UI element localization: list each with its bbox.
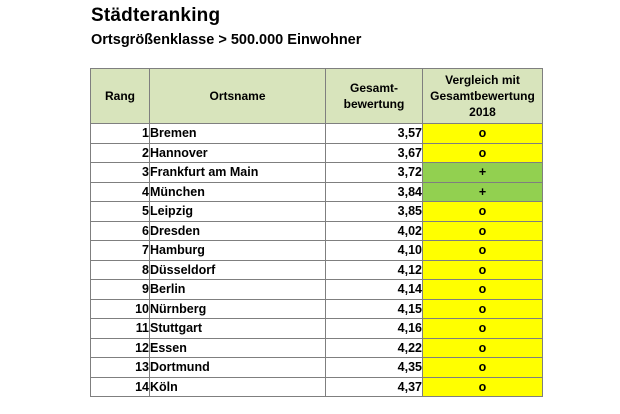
comparison-cell: o xyxy=(422,298,543,319)
rating-cell: 3,67 xyxy=(325,142,423,163)
rating-cell: 4,02 xyxy=(325,220,423,241)
rank-cell: 1 xyxy=(90,123,150,144)
city-name-cell: Hannover xyxy=(149,142,326,163)
page-title: Städteranking xyxy=(91,5,221,26)
rank-cell: 11 xyxy=(90,318,150,339)
rating-cell: 3,84 xyxy=(325,181,423,202)
city-name-cell: Leipzig xyxy=(149,201,326,222)
comparison-cell: + xyxy=(422,162,543,183)
table-row: 7 Hamburg 4,10 o xyxy=(90,240,543,261)
rating-cell: 4,14 xyxy=(325,279,423,300)
rating-cell: 4,15 xyxy=(325,298,423,319)
rating-cell: 3,85 xyxy=(325,201,423,222)
table-row: 9 Berlin 4,14 o xyxy=(90,279,543,300)
city-name-cell: Köln xyxy=(149,376,326,397)
city-name-cell: Dresden xyxy=(149,220,326,241)
header-gesamtbewertung: Gesamt- bewertung xyxy=(325,68,423,124)
city-name-cell: Essen xyxy=(149,337,326,358)
comparison-cell: o xyxy=(422,220,543,241)
rating-cell: 4,10 xyxy=(325,240,423,261)
header-gesamt-line2: bewertung xyxy=(343,97,405,111)
comparison-cell: o xyxy=(422,240,543,261)
rating-cell: 4,35 xyxy=(325,357,423,378)
table-row: 1 Bremen 3,57 o xyxy=(90,123,543,144)
table-row: 5 Leipzig 3,85 o xyxy=(90,201,543,222)
city-name-cell: Berlin xyxy=(149,279,326,300)
rank-cell: 14 xyxy=(90,376,150,397)
rank-cell: 12 xyxy=(90,337,150,358)
table-row: 12 Essen 4,22 o xyxy=(90,337,543,358)
rank-cell: 13 xyxy=(90,357,150,378)
rank-cell: 9 xyxy=(90,279,150,300)
page-subtitle: Ortsgrößenklasse > 500.000 Einwohner xyxy=(91,32,362,48)
table-row: 11 Stuttgart 4,16 o xyxy=(90,318,543,339)
rating-cell: 4,37 xyxy=(325,376,423,397)
city-name-cell: Hamburg xyxy=(149,240,326,261)
rank-cell: 3 xyxy=(90,162,150,183)
city-name-cell: Dortmund xyxy=(149,357,326,378)
rank-cell: 5 xyxy=(90,201,150,222)
city-name-cell: Düsseldorf xyxy=(149,259,326,280)
table-row: 8 Düsseldorf 4,12 o xyxy=(90,259,543,280)
comparison-cell: o xyxy=(422,318,543,339)
header-ortsname: Ortsname xyxy=(149,68,326,124)
rating-cell: 4,16 xyxy=(325,318,423,339)
table-row: 13 Dortmund 4,35 o xyxy=(90,357,543,378)
comparison-cell: + xyxy=(422,181,543,202)
comparison-cell: o xyxy=(422,279,543,300)
rank-cell: 4 xyxy=(90,181,150,202)
header-vergleich-line1: Vergleich mit xyxy=(445,73,520,87)
comparison-cell: o xyxy=(422,142,543,163)
header-vergleich: Vergleich mit Gesamtbewertung 2018 xyxy=(422,68,543,124)
header-gesamt-line1: Gesamt- xyxy=(349,81,399,95)
comparison-cell: o xyxy=(422,357,543,378)
table-header: Rang Ortsname Gesamt- bewertung Vergleic… xyxy=(90,68,543,124)
rank-cell: 2 xyxy=(90,142,150,163)
ranking-table: Rang Ortsname Gesamt- bewertung Vergleic… xyxy=(90,68,543,397)
rank-cell: 8 xyxy=(90,259,150,280)
rating-cell: 3,57 xyxy=(325,123,423,144)
table-row: 3 Frankfurt am Main 3,72 + xyxy=(90,162,543,183)
table-row: 2 Hannover 3,67 o xyxy=(90,142,543,163)
table-row: 6 Dresden 4,02 o xyxy=(90,220,543,241)
city-name-cell: Frankfurt am Main xyxy=(149,162,326,183)
header-row: Rang Ortsname Gesamt- bewertung Vergleic… xyxy=(90,68,543,124)
city-name-cell: Stuttgart xyxy=(149,318,326,339)
table-body: 1 Bremen 3,57 o 2 Hannover 3,67 o 3 Frankfurt am … xyxy=(90,123,543,397)
rating-cell: 4,12 xyxy=(325,259,423,280)
comparison-cell: o xyxy=(422,123,543,144)
comparison-cell: o xyxy=(422,259,543,280)
table-row: 14 Köln 4,37 o xyxy=(90,376,543,397)
header-rang: Rang xyxy=(90,68,150,124)
comparison-cell: o xyxy=(422,201,543,222)
rating-cell: 3,72 xyxy=(325,162,423,183)
header-vergleich-line3: 2018 xyxy=(469,105,496,119)
header-vergleich-line2: Gesamtbewertung xyxy=(430,89,535,103)
city-name-cell: Nürnberg xyxy=(149,298,326,319)
rank-cell: 7 xyxy=(90,240,150,261)
comparison-cell: o xyxy=(422,337,543,358)
comparison-cell: o xyxy=(422,376,543,397)
rank-cell: 6 xyxy=(90,220,150,241)
city-name-cell: München xyxy=(149,181,326,202)
table-row: 10 Nürnberg 4,15 o xyxy=(90,298,543,319)
rating-cell: 4,22 xyxy=(325,337,423,358)
city-name-cell: Bremen xyxy=(149,123,326,144)
rank-cell: 10 xyxy=(90,298,150,319)
table-row: 4 München 3,84 + xyxy=(90,181,543,202)
